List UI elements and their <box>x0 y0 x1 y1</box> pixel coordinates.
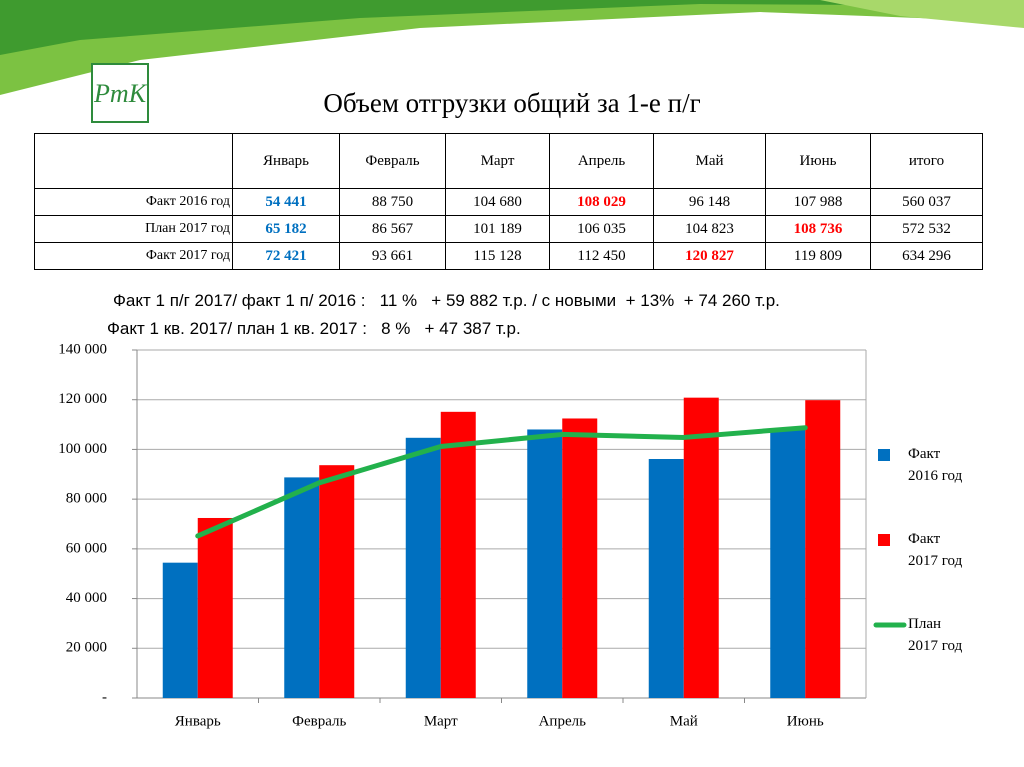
note: Факт 1 п/г 2017/ факт 1 п/ 2016 : 11 % +… <box>113 291 780 310</box>
y-tick-label: 20 000 <box>66 640 107 656</box>
cell: 93 661 <box>339 242 446 270</box>
y-tick-label: - <box>102 689 107 705</box>
header-row: Январь Февраль Март Апрель Май Июнь итог… <box>34 133 983 189</box>
y-tick-label: 120 000 <box>58 391 107 407</box>
x-tick-label: Июнь <box>787 713 824 729</box>
row: Факт 2017 год 72 421 93 661 115 128 112 … <box>34 242 983 270</box>
y-tick-label: 80 000 <box>66 491 107 507</box>
bar <box>648 459 684 698</box>
bar <box>162 562 198 698</box>
legend-swatch <box>878 534 890 546</box>
bar <box>527 429 563 698</box>
legend-line: Факт <box>908 446 941 462</box>
legend-line: 2017 год <box>908 638 963 654</box>
cell: 120 827 <box>653 242 766 270</box>
header-cell: Март <box>445 133 550 189</box>
y-tick-label: 60 000 <box>66 540 107 556</box>
x-tick-label: Апрель <box>539 713 587 729</box>
x-tick-label: Май <box>670 713 698 729</box>
title: Объем отгрузки общий за 1-е п/г <box>323 88 701 118</box>
swoosh-light <box>820 0 1024 28</box>
header-cell: Май <box>653 133 766 189</box>
swoosh-dark <box>0 0 1024 55</box>
cell: 572 532 <box>870 215 983 243</box>
legend-swatch <box>878 449 890 461</box>
cell: 560 037 <box>870 188 983 216</box>
cell: 72 421 <box>232 242 340 270</box>
bar <box>805 400 841 698</box>
line <box>195 425 808 539</box>
cell: 104 823 <box>653 215 766 243</box>
legend-line: План <box>908 616 941 632</box>
y-tick-label: 100 000 <box>58 441 107 457</box>
cell: 104 680 <box>445 188 550 216</box>
bar <box>562 418 598 698</box>
bar <box>770 429 806 698</box>
cell: 112 450 <box>549 242 654 270</box>
header-cell: Февраль <box>339 133 446 189</box>
cell: 634 296 <box>870 242 983 270</box>
x-tick-label: Февраль <box>292 713 346 729</box>
y-tick-label: 40 000 <box>66 590 107 606</box>
cell: 96 148 <box>653 188 766 216</box>
row-label: План 2017 год <box>34 215 233 243</box>
legend-line: 2017 год <box>908 553 963 569</box>
bar <box>284 477 320 698</box>
bar <box>440 411 476 698</box>
x-tick-label: Март <box>424 713 458 729</box>
cell: 101 189 <box>445 215 550 243</box>
cell: 119 809 <box>765 242 871 270</box>
legend-label: План 2017 год <box>908 616 963 654</box>
cell: 88 750 <box>339 188 446 216</box>
x-tick-label: Январь <box>175 713 221 729</box>
legend-line: Факт <box>908 531 941 547</box>
legend-label: Факт 2016 год <box>908 446 963 484</box>
note: Факт 1 кв. 2017/ план 1 кв. 2017 : 8 % +… <box>107 319 521 338</box>
bar <box>197 517 233 698</box>
header-cell: Апрель <box>549 133 654 189</box>
row-label: Факт 2017 год <box>34 242 233 270</box>
logo-box <box>91 63 149 123</box>
legend-line: 2016 год <box>908 468 963 484</box>
bar <box>319 465 355 698</box>
header-cell <box>34 133 233 189</box>
logo: РтК <box>93 79 148 108</box>
bar <box>683 397 719 698</box>
cell: 115 128 <box>445 242 550 270</box>
table: Январь Февраль Март Апрель Май Июнь итог… <box>34 133 983 270</box>
bar <box>405 437 441 698</box>
legend-label: Факт 2017 год <box>908 531 963 569</box>
y-tick-label: 140 000 <box>58 341 107 357</box>
